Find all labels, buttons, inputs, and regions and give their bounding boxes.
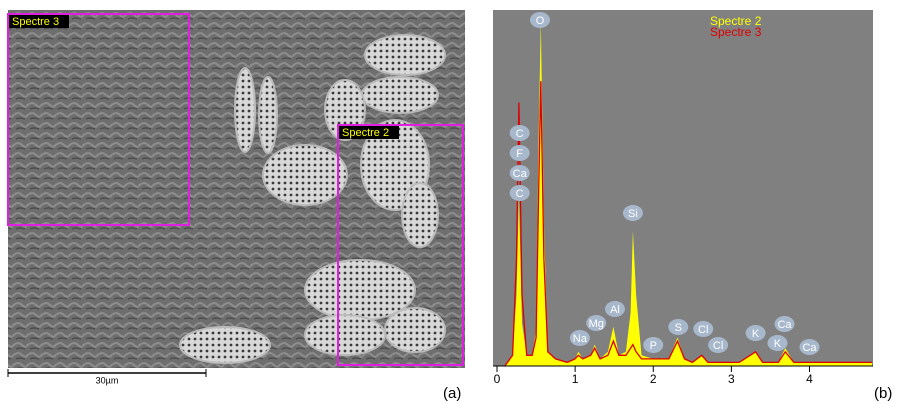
peak-marker [643,337,664,353]
peak-marker [799,339,820,355]
sem-image: Spectre 3 Spectre 2 [7,10,465,368]
peak-label: Ca [802,342,817,354]
peak-marker [767,335,788,351]
scale-bar-label: 30µm [96,375,119,385]
peak-label: Ca [777,319,792,331]
peak-label: F [516,148,523,160]
peak-marker [604,301,625,317]
panel-label: (a) [443,385,461,402]
peak-marker [529,12,550,28]
x-tick-label: 4 [806,372,813,386]
spectrum [504,81,872,367]
peak-marker [745,325,766,341]
peak-label: Cl [698,324,708,336]
region-label: Spectre 2 [342,127,389,139]
legend-entry: Spectre 2 [710,14,762,28]
peak-label: Ca [513,168,528,180]
peak-marker [693,321,714,337]
x-tick-label: 0 [494,372,501,386]
plot-background [493,10,873,366]
peak-label: C [516,188,524,200]
peak-label: Si [628,208,638,220]
peak-label: Al [610,304,620,316]
peak-marker [774,316,795,332]
peak-label: K [752,328,760,340]
peak-label: S [675,322,682,334]
peak-label: K [774,338,782,350]
spectrum [504,20,872,366]
panel-label: (b) [874,385,892,402]
peak-marker [622,205,643,221]
peak-label: P [650,340,657,352]
region-label: Spectre 3 [12,16,59,28]
legend-entry: Spectre 3 [710,25,762,39]
peak-marker [586,315,607,331]
peak-marker [708,337,729,353]
peak-marker [668,319,689,335]
x-tick-label: 2 [650,372,657,386]
peak-marker [509,125,530,141]
peak-label: Na [573,333,588,345]
peak-marker [569,330,590,346]
x-tick-label: 1 [572,372,579,386]
peak-label: Cl [713,340,723,352]
peak-label: C [516,128,524,140]
peak-label: Mg [589,318,604,330]
peak-marker [509,145,530,161]
peak-marker [509,165,530,181]
x-tick-label: 3 [728,372,735,386]
peak-label: O [536,15,545,27]
peak-marker [509,185,530,201]
